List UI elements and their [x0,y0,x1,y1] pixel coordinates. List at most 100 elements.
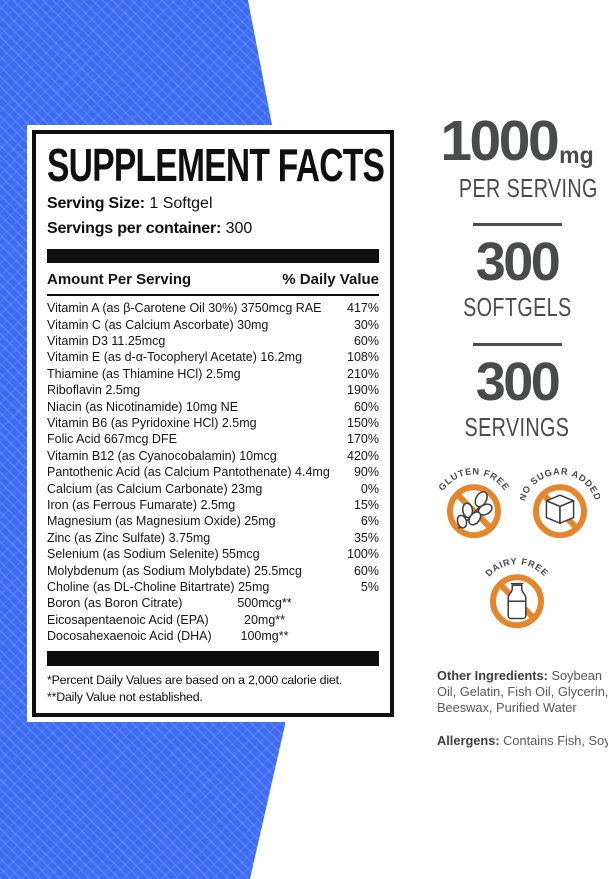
servings-amount: 300 [475,352,561,412]
divider-bar-top [47,248,379,263]
prohibition-ring [533,484,587,539]
allergens: Allergens: Contains Fish, Soy [437,733,608,749]
per-serving-unit: mg [559,141,594,168]
nutrient-daily-value: 90% [353,465,379,480]
nutrient-daily-value: 108% [347,350,379,365]
serving-size-value: 1 Softgel [149,195,213,212]
footnote-percent-dv: *Percent Daily Values are based on a 2,0… [47,673,343,688]
dairy-free-badge: DAIRY FREE [483,556,550,629]
nutrient-row: Calcium (as Calcium Carbonate) 23mg 0% [47,481,379,497]
nutrient-daily-value: 170% [347,432,379,447]
nutrient-row: Vitamin B6 (as Pyridoxine HCl) 2.5mg 150… [47,415,379,431]
serving-size-line: Serving Size: 1 Softgel [47,195,379,213]
nutrient-name: Eicosapentaenoic Acid (EPA) [47,612,209,627]
nutrient-rows: Vitamin A (as β-Carotene Oil 30%) 3750mc… [47,300,379,644]
sugar-cube-icon [545,494,575,524]
nutrient-daily-value: 6% [360,514,379,529]
gluten-free-badge: GLUTEN FREE [437,466,511,539]
daily-value-header: % Daily Value [282,270,379,288]
other-ingredients-text: Soybean Oil, Gelatin, Fish Oil, Glycerin… [437,668,608,716]
stat-divider-1 [473,223,562,226]
badges-row-2: DAIRY FREE [433,545,601,635]
nutrient-daily-value: 60% [353,334,379,349]
other-ingredients-label: Other Ingredients: [437,668,548,683]
nutrient-name: Magnesium (as Magnesium Oxide) 25mg [47,514,276,529]
nutrient-name: Folic Acid 667mcg DFE [47,432,177,447]
nutrient-name: Vitamin C (as Calcium Ascorbate) 30mg [47,317,269,332]
divider-bar-bottom [47,651,379,667]
nutrient-row: Pantothenic Acid (as Calcium Pantothenat… [47,464,379,480]
prohibition-ring [490,574,544,629]
nutrient-name: Thiamine (as Thiamine HCl) 2.5mg [47,366,241,381]
nutrient-row: Vitamin C (as Calcium Ascorbate) 30mg 30… [47,317,379,333]
nutrient-name: Riboflavin 2.5mg [47,383,141,398]
nutrient-row: Thiamine (as Thiamine HCl) 2.5mg 210% [47,366,379,382]
nutrient-daily-value: 0% [360,481,379,496]
per-serving-caption: PER SERVING [458,172,598,203]
nutrient-row: Molybdenum (as Sodium Molybdate) 25.5mcg… [47,563,379,579]
servings-amount-line: 300 [437,352,597,412]
milk-bottle-icon [507,582,527,620]
nutrient-daily-value: 100% [347,547,379,562]
nutrient-row: Magnesium (as Magnesium Oxide) 25mg 6% [47,513,379,529]
nutrient-row: Riboflavin 2.5mg 190% [47,382,379,398]
prohibition-ring [447,484,501,539]
nutrient-row: Docosahexaenoic Acid (DHA) 100mg** [47,628,379,644]
supplement-facts-panel: SUPPLEMENT FACTS Serving Size: 1 Softgel… [27,125,399,722]
nutrient-name: Vitamin D3 11.25mcg [47,334,166,349]
nutrient-row: Eicosapentaenoic Acid (EPA) 20mg** [47,612,379,628]
nutrient-row: Vitamin D3 11.25mcg 60% [47,333,379,349]
prohibition-slash [455,492,493,530]
nutrient-row: Vitamin B12 (as Cyanocobalamin) 10mcg 42… [47,448,379,464]
nutrient-amount: 500mcg** [237,596,292,611]
stat-divider-2 [473,343,562,346]
per-serving-stat: 1000 mg PER SERVING [437,113,598,204]
softgels-stat: 300 SOFTGELS [437,232,597,323]
other-ingredients: Other Ingredients: Soybean Oil, Gelatin,… [437,668,608,717]
nutrient-amount: 20mg** [244,612,285,627]
softgels-caption: SOFTGELS [462,292,572,323]
nutrient-daily-value: 417% [347,301,379,316]
nutrient-row: Folic Acid 667mcg DFE 170% [47,431,379,447]
nutrient-name: Niacin (as Nicotinamide) 10mg NE [47,399,239,414]
nutrient-name: Docosahexaenoic Acid (DHA) [47,629,212,644]
nutrient-daily-value: 5% [360,579,379,594]
nutrient-name: Selenium (as Sodium Selenite) 55mcg [47,547,260,562]
nutrient-name: Zinc (as Zinc Sulfate) 3.75mg [47,530,211,545]
nutrient-name: Iron (as Ferrous Fumarate) 2.5mg [47,497,236,512]
per-serving-amount-line: 1000 mg [437,113,597,170]
supplement-facts-border: SUPPLEMENT FACTS Serving Size: 1 Softgel… [32,130,394,717]
supplement-facts-title: SUPPLEMENT FACTS [47,139,385,191]
nutrient-daily-value: 190% [347,383,379,398]
servings-per-container-value: 300 [225,220,253,238]
nutrient-name: Pantothenic Acid (as Calcium Pantothenat… [47,465,330,480]
nutrient-daily-value: 150% [347,416,379,431]
nutrient-name: Molybdenum (as Sodium Molybdate) 25.5mcg [47,563,302,578]
nutrient-name: Boron (as Boron Citrate) [47,596,183,611]
softgels-amount: 300 [475,232,561,292]
nutrient-row: Zinc (as Zinc Sulfate) 3.75mg 35% [47,530,379,546]
nutrient-name: Vitamin B12 (as Cyanocobalamin) 10mcg [47,448,277,463]
nutrient-daily-value: 30% [353,317,379,332]
softgels-amount-line: 300 [437,232,597,292]
nutrient-row: Vitamin E (as d-α-Tocopheryl Acetate) 16… [47,349,379,365]
serving-size-label: Serving Size: [47,195,145,212]
allergens-text: Contains Fish, Soy [503,733,608,748]
nutrient-name: Vitamin B6 (as Pyridoxine HCl) 2.5mg [47,416,257,431]
nutrient-row: Niacin (as Nicotinamide) 10mg NE 60% [47,399,379,415]
servings-per-container-label: Servings per container: [47,220,222,238]
nutrient-daily-value: 210% [347,366,379,381]
nutrient-daily-value: 15% [353,497,379,512]
nutrient-row: Selenium (as Sodium Selenite) 55mcg 100% [47,546,379,562]
amount-per-serving-header: Amount Per Serving [47,270,192,288]
servings-caption: SERVINGS [464,412,570,443]
nutrient-row: Boron (as Boron Citrate) 500mcg** [47,595,379,611]
allergens-label: Allergens: [437,733,500,748]
nutrient-name: Vitamin E (as d-α-Tocopheryl Acetate) 16… [47,350,303,365]
nutrient-name: Choline (as DL-Choline Bitartrate) 25mg [47,579,270,594]
nutrient-daily-value: 420% [347,448,379,463]
nutrient-daily-value: 60% [353,399,379,414]
nutrient-row: Vitamin A (as β-Carotene Oil 30%) 3750mc… [47,300,379,316]
